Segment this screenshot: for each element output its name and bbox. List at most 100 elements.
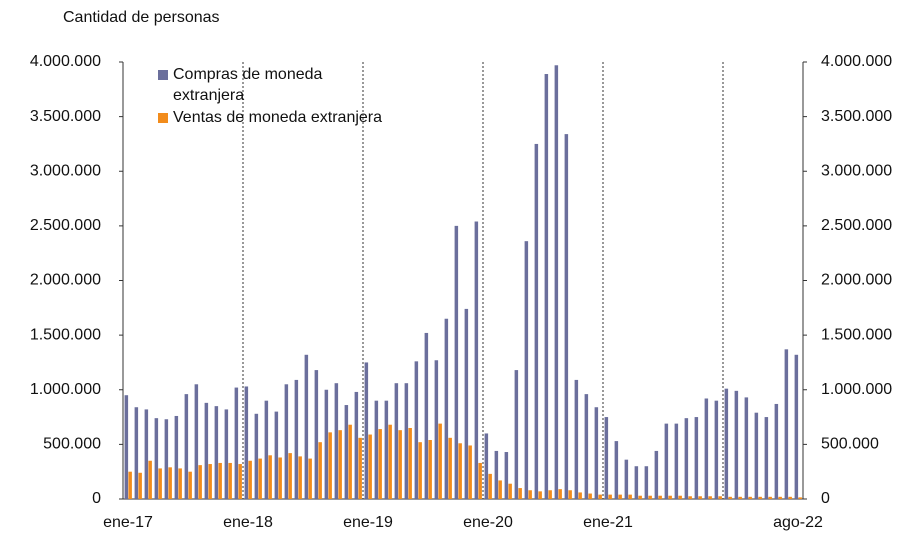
bar [474, 221, 479, 499]
bar [334, 383, 339, 499]
bar [624, 459, 629, 499]
bar [224, 409, 229, 499]
bar [158, 468, 162, 499]
bar [678, 495, 682, 499]
bar [244, 386, 249, 499]
bar [378, 429, 382, 499]
y-tick-label: 2.000.000 [30, 272, 101, 289]
bar [628, 494, 632, 499]
bar [768, 496, 772, 499]
bar [384, 400, 389, 499]
bar [404, 383, 409, 499]
bar [148, 460, 152, 499]
y-tick-label: 500.000 [43, 436, 101, 453]
bar [164, 419, 169, 499]
y2-tick-label: 1.000.000 [821, 381, 892, 398]
bar [778, 496, 782, 499]
bar [668, 495, 672, 499]
y2-tick-label: 1.500.000 [821, 326, 892, 343]
x-tick-label: ene-18 [223, 514, 273, 531]
bar [354, 391, 359, 499]
bar [278, 457, 282, 499]
bar [284, 384, 289, 499]
bar [314, 370, 319, 499]
y-axis-title: Cantidad de personas [63, 9, 220, 26]
y2-tick-label: 2.500.000 [821, 217, 892, 234]
bar [448, 437, 452, 499]
y-tick-label: 1.500.000 [30, 326, 101, 343]
bar [178, 468, 182, 499]
bar [644, 466, 649, 499]
bar [138, 472, 142, 499]
bar [518, 488, 522, 499]
bar [598, 494, 602, 499]
legend-label: Ventas de moneda extranjera [173, 109, 383, 126]
bar [204, 402, 209, 499]
legend: Compras de moneda extranjera Ventas de mo… [158, 64, 382, 129]
y2-tick-label: 3.500.000 [821, 108, 892, 125]
bar [234, 387, 239, 499]
bar [764, 417, 769, 499]
bar [788, 496, 792, 499]
y-tick-label: 4.000.000 [30, 53, 101, 70]
y-tick-label: 0 [92, 490, 101, 507]
bar [254, 413, 259, 499]
bar [744, 397, 749, 499]
legend-swatch [158, 113, 168, 123]
bar [754, 412, 759, 499]
bar [774, 403, 779, 499]
y2-tick-label: 0 [821, 490, 830, 507]
bar [368, 434, 372, 499]
bar [738, 496, 742, 499]
bar [134, 407, 139, 499]
bar [298, 456, 302, 499]
bar [728, 496, 732, 499]
bar [674, 423, 679, 499]
bar [174, 415, 179, 499]
bar [588, 493, 592, 499]
bar [444, 318, 449, 499]
bar [458, 443, 462, 499]
bar [514, 370, 519, 499]
bar [388, 424, 392, 499]
bar [184, 394, 189, 499]
bar [188, 471, 192, 499]
bar [144, 409, 149, 499]
y2-tick-label: 500.000 [821, 436, 879, 453]
bar [328, 432, 332, 499]
bar [324, 389, 329, 499]
bar [548, 490, 552, 499]
bar [228, 462, 232, 499]
x-tick-label: ene-17 [103, 514, 153, 531]
bar [574, 379, 579, 499]
bar [664, 423, 669, 499]
bar [318, 442, 322, 499]
bar [344, 405, 349, 499]
bar [654, 450, 659, 499]
bar [398, 430, 402, 499]
bar [264, 400, 269, 499]
bar [734, 390, 739, 499]
bar [394, 383, 399, 499]
bar [564, 134, 569, 500]
bar [698, 496, 702, 499]
bar [338, 430, 342, 499]
bar [498, 480, 502, 499]
bar [238, 464, 242, 499]
bar [544, 74, 549, 499]
bar [488, 473, 492, 499]
bar [214, 406, 219, 499]
legend-swatch [158, 70, 168, 80]
bar [594, 407, 599, 499]
x-tick-label: ene-20 [463, 514, 513, 531]
bar [704, 398, 709, 499]
bar [128, 471, 132, 499]
bar [454, 225, 459, 499]
bar [758, 496, 762, 499]
legend-item: Compras de moneda extranjera [158, 64, 382, 106]
y2-tick-label: 3.000.000 [821, 162, 892, 179]
bar [694, 417, 699, 499]
y-tick-label: 3.500.000 [30, 108, 101, 125]
bar [494, 450, 499, 499]
